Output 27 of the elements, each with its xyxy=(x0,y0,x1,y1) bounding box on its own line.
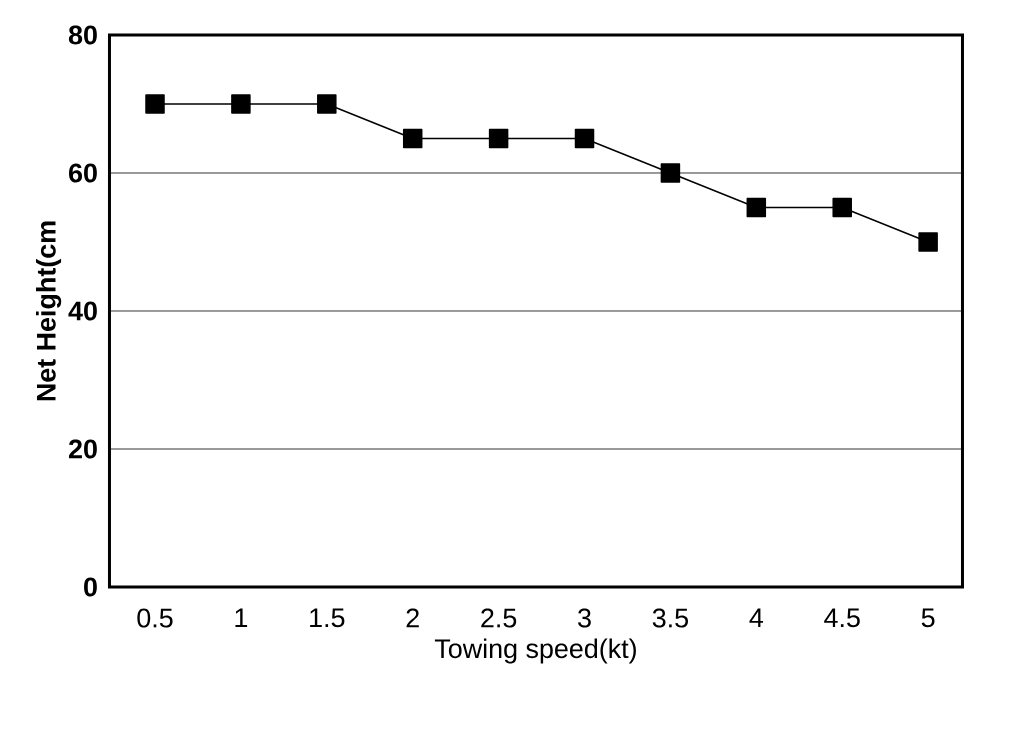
y-tick-label: 20 xyxy=(68,439,97,459)
y-tick-label: 80 xyxy=(68,25,97,45)
y-tick-label: 60 xyxy=(69,163,97,183)
point xyxy=(918,232,938,252)
point xyxy=(231,94,251,114)
point xyxy=(145,94,165,114)
x-axis-title: Towing speed(kt) xyxy=(434,638,636,664)
x-tick-label: 1 xyxy=(235,608,248,628)
x-tick-label: 4 xyxy=(749,608,764,628)
point xyxy=(317,94,337,114)
point xyxy=(832,197,852,218)
point xyxy=(402,128,423,149)
x-tick-label: 2.5 xyxy=(481,608,517,628)
x-tick-label: 5 xyxy=(921,608,935,628)
y-tick-label: 0 xyxy=(84,577,97,597)
y-axis-title: Net Height(cm xyxy=(35,221,62,401)
y-tick-label: 40 xyxy=(68,301,97,321)
point xyxy=(660,163,681,183)
x-tick-label: 2 xyxy=(406,608,419,628)
x-tick-label: 4.5 xyxy=(824,608,860,628)
x-tick-label: 1.5 xyxy=(310,608,345,628)
point xyxy=(488,128,509,149)
x-tick-label: 0.5 xyxy=(137,608,173,628)
x-tick-label: 3 xyxy=(578,608,591,628)
point xyxy=(746,197,767,218)
point xyxy=(574,128,595,149)
x-tick-label: 3.5 xyxy=(652,608,688,628)
